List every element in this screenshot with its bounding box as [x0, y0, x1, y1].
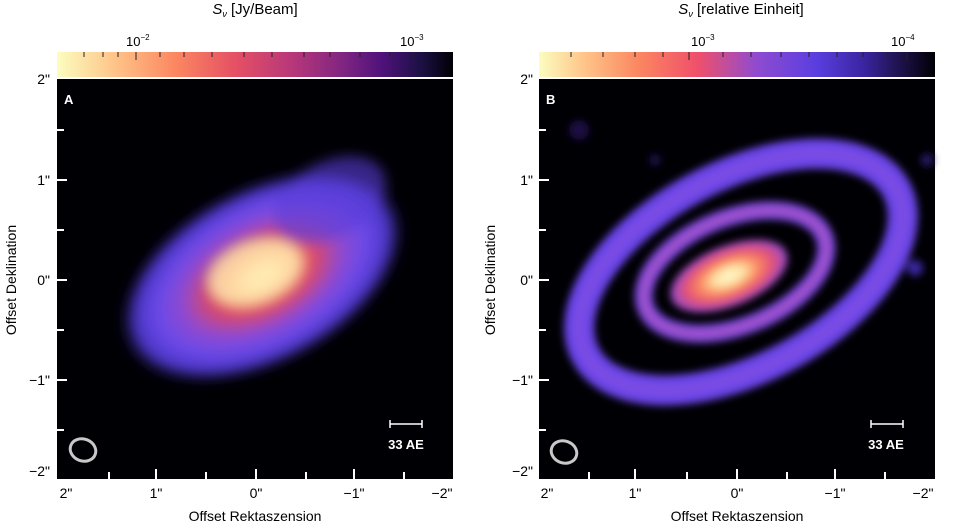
- y-axis-label: Offset Deklination: [3, 225, 19, 335]
- x-axis-label: Offset Rektaszension: [671, 508, 804, 524]
- beam-ellipse: [549, 439, 579, 465]
- x-tick-label: −2": [913, 485, 934, 501]
- panel-a: Sν [Jy/Beam] 10−2 10−3 A 33 AE: [3, 1, 453, 524]
- scale-bar-label: 33 AE: [868, 437, 904, 452]
- y-tick-label: 2": [37, 71, 50, 87]
- x-tick-label: 0": [731, 485, 744, 501]
- colorbar-title: Sν [relative Einheit]: [678, 1, 803, 19]
- colorbar: [539, 52, 935, 77]
- x-tick-label: 2": [541, 485, 554, 501]
- beam-ellipse: [68, 437, 98, 463]
- x-tick-label: −1": [344, 485, 365, 501]
- x-tick-label: −1": [825, 485, 846, 501]
- colorbar-tick-label: 10−2: [126, 33, 150, 49]
- scale-bar: [389, 420, 423, 428]
- x-tick-label: −2": [432, 485, 453, 501]
- y-tick-label: −2": [512, 463, 533, 479]
- y-axis-label: Offset Deklination: [483, 225, 498, 335]
- colorbar: [57, 52, 453, 77]
- y-tick-label: 0": [37, 272, 50, 288]
- panel-label: B: [546, 92, 555, 107]
- disk-emission: [117, 156, 407, 385]
- x-axis-label: Offset Rektaszension: [189, 508, 322, 524]
- colorbar-tick-label: 10−3: [691, 33, 715, 49]
- colorbar-tick-label: 10−4: [891, 33, 915, 49]
- panel-b: Sν [relative Einheit] 10−3 10−4 B 33 AE: [483, 1, 935, 524]
- y-tick-label: −1": [512, 372, 533, 388]
- x-tick-label: 1": [150, 485, 163, 501]
- x-tick-label: 0": [250, 485, 263, 501]
- disk-emission: [564, 120, 933, 406]
- y-tick-label: −1": [29, 372, 50, 388]
- colorbar-title: Sν [Jy/Beam]: [212, 1, 297, 19]
- x-tick-label: 1": [629, 485, 642, 501]
- y-tick-label: 2": [520, 71, 533, 87]
- colorbar-tick-label: 10−3: [400, 33, 424, 49]
- scale-bar: [870, 420, 904, 428]
- y-tick-label: 0": [520, 272, 533, 288]
- y-tick-label: −2": [29, 463, 50, 479]
- colorbar-minor-ticks: [83, 52, 414, 60]
- y-tick-label: 1": [520, 172, 533, 188]
- y-tick-label: 1": [37, 172, 50, 188]
- scale-bar-label: 33 AE: [388, 437, 424, 452]
- axis-tick-marks: [539, 129, 886, 479]
- x-tick-label: 2": [60, 485, 73, 501]
- colorbar-minor-ticks: [570, 52, 908, 60]
- axis-tick-marks: [57, 129, 405, 479]
- panel-label: A: [64, 92, 74, 107]
